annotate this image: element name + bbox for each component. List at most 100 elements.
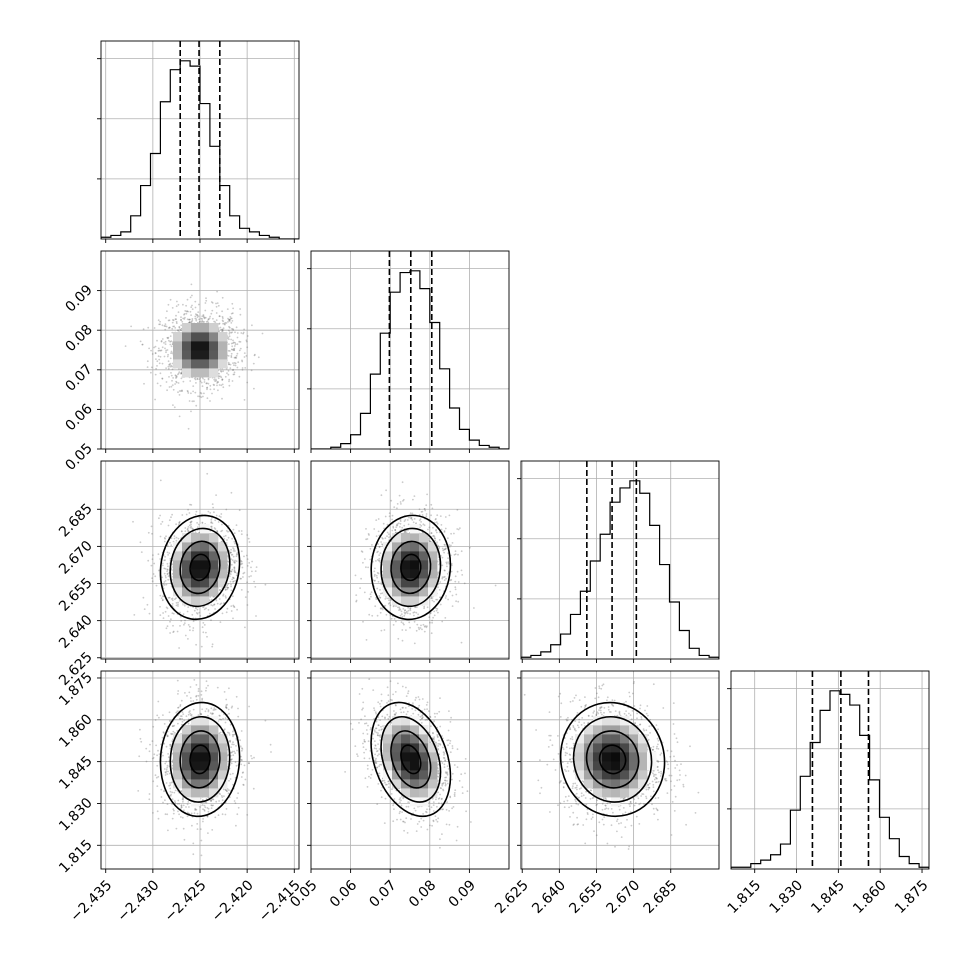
density-cell <box>401 533 411 543</box>
scatter-point <box>372 579 375 581</box>
scatter-point <box>428 526 431 529</box>
scatter-point <box>227 336 230 339</box>
scatter-point <box>151 558 154 561</box>
scatter-point <box>230 758 233 761</box>
scatter-point <box>460 550 463 553</box>
scatter-point <box>170 618 172 621</box>
scatter-point <box>196 377 199 380</box>
scatter-point <box>139 541 142 544</box>
scatter-point <box>201 699 204 701</box>
scatter-point <box>201 521 204 524</box>
scatter-point <box>220 370 223 373</box>
scatter-point <box>230 348 233 351</box>
scatter-point <box>230 338 233 341</box>
scatter-point <box>148 347 151 350</box>
scatter-point <box>194 306 197 309</box>
scatter-point <box>167 337 169 340</box>
scatter-point <box>188 318 191 321</box>
scatter-point <box>183 318 186 320</box>
scatter-point <box>394 529 396 531</box>
scatter-point <box>179 705 182 707</box>
scatter-point <box>355 599 358 602</box>
scatter-point <box>225 707 228 710</box>
scatter-point <box>425 626 428 629</box>
density-cell <box>200 359 210 369</box>
scatter-point <box>176 630 179 633</box>
scatter-point <box>228 329 230 332</box>
density-cell <box>392 587 402 597</box>
density-cell <box>383 587 393 597</box>
scatter-point <box>428 540 431 543</box>
scatter-point <box>448 514 451 517</box>
scatter-point <box>174 383 177 385</box>
scatter-point <box>425 515 428 518</box>
scatter-point <box>174 374 177 377</box>
scatter-point <box>246 581 249 584</box>
scatter-point <box>169 335 172 337</box>
scatter-point <box>404 519 407 521</box>
scatter-point <box>155 584 158 587</box>
scatter-point <box>159 320 162 323</box>
scatter-point <box>168 339 170 342</box>
scatter-point <box>162 617 165 619</box>
scatter-point <box>187 526 190 528</box>
scatter-point <box>244 367 247 369</box>
scatter-point <box>430 532 433 535</box>
scatter-point <box>223 728 226 731</box>
scatter-point <box>213 707 216 709</box>
scatter-point <box>218 732 221 735</box>
density-cell <box>392 569 402 579</box>
scatter-point <box>203 624 206 626</box>
scatter-point <box>233 605 235 608</box>
scatter-point <box>226 607 229 610</box>
scatter-point <box>194 391 197 394</box>
scatter-point <box>261 332 264 335</box>
scatter-point <box>161 564 164 567</box>
density-cell <box>182 551 192 561</box>
scatter-point <box>222 317 224 319</box>
scatter-point <box>393 618 396 620</box>
scatter-point <box>232 373 235 376</box>
scatter-point <box>359 587 361 589</box>
scatter-point <box>230 332 233 334</box>
scatter-point <box>235 354 238 357</box>
scatter-point <box>166 573 169 576</box>
scatter-point <box>230 317 232 320</box>
scatter-point <box>395 526 398 528</box>
scatter-point <box>228 338 230 341</box>
scatter-point <box>209 712 212 715</box>
histogram-step <box>101 60 299 239</box>
density-cell <box>218 542 228 552</box>
scatter-point <box>245 339 248 342</box>
density-cell <box>401 578 411 588</box>
scatter-point <box>166 570 169 573</box>
scatter-point <box>449 579 452 582</box>
scatter-point <box>436 598 439 601</box>
scatter-point <box>175 314 177 317</box>
scatter-point <box>206 635 208 638</box>
scatter-point <box>210 518 213 521</box>
scatter-point <box>176 300 178 303</box>
scatter-point <box>171 599 174 602</box>
scatter-point <box>151 580 154 583</box>
density-cell <box>200 542 210 552</box>
scatter-point <box>180 377 183 380</box>
scatter-point <box>172 319 175 322</box>
density-cell <box>209 359 219 369</box>
density-cell <box>182 542 192 552</box>
scatter-point <box>158 362 161 365</box>
scatter-point <box>187 392 190 394</box>
scatter-point <box>434 537 436 540</box>
scatter-point <box>388 536 390 539</box>
scatter-point <box>445 595 447 597</box>
scatter-point <box>221 379 224 381</box>
scatter-point <box>437 544 440 547</box>
scatter-point <box>212 709 215 711</box>
scatter-point <box>182 303 184 306</box>
scatter-point <box>376 559 379 561</box>
scatter-point <box>189 629 191 632</box>
scatter-point <box>215 379 218 382</box>
scatter-point <box>209 384 212 387</box>
scatter-point <box>384 598 387 600</box>
scatter-point <box>178 390 181 392</box>
